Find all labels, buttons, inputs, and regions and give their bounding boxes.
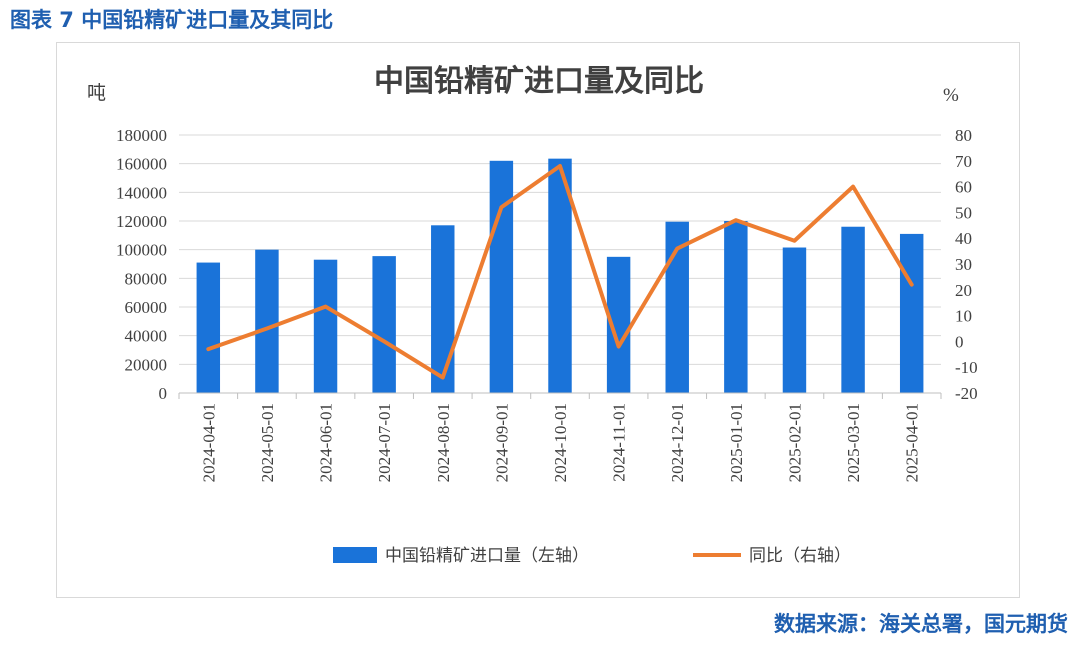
y-tick-label-right: 30 bbox=[955, 255, 972, 274]
y-tick-label-right: 50 bbox=[955, 203, 972, 222]
bar bbox=[724, 221, 748, 393]
bar bbox=[841, 226, 865, 393]
figure-caption: 图表 7 中国铅精矿进口量及其同比 bbox=[10, 8, 334, 32]
y-tick-label-left: 0 bbox=[159, 384, 168, 403]
legend: 中国铅精矿进口量（左轴） 同比（右轴） bbox=[333, 546, 851, 565]
y-tick-label-right: -20 bbox=[955, 384, 978, 403]
x-tick-label: 2024-10-01 bbox=[551, 403, 570, 482]
bar bbox=[606, 256, 631, 393]
x-tick-label: 2024-04-01 bbox=[199, 403, 218, 482]
bar-series bbox=[196, 158, 924, 393]
x-tick-label: 2025-03-01 bbox=[844, 403, 863, 482]
source-note: 数据来源：海关总署，国元期货 bbox=[774, 612, 1068, 636]
y-tick-label-left: 120000 bbox=[116, 212, 167, 231]
y-tick-label-right: 60 bbox=[955, 178, 972, 197]
axes: 0 20000 40000 60000 80000 100000 120000 140000 1… bbox=[116, 126, 978, 482]
y-tick-label-left: 160000 bbox=[116, 155, 167, 174]
y-tick-label-left: 40000 bbox=[125, 327, 168, 346]
legend-bar-swatch bbox=[333, 547, 377, 563]
x-tick-label: 2025-01-01 bbox=[727, 403, 746, 482]
x-tick-label: 2024-07-01 bbox=[375, 403, 394, 482]
y-tick-label-right: 0 bbox=[955, 332, 964, 351]
x-tick-label: 2025-04-01 bbox=[903, 403, 922, 482]
bar bbox=[782, 247, 807, 393]
y-tick-label-left: 60000 bbox=[125, 298, 168, 317]
line-series bbox=[206, 163, 914, 380]
x-tick-label: 2024-11-01 bbox=[610, 403, 629, 482]
y-tick-label-right: 20 bbox=[955, 281, 972, 300]
x-tick-label: 2024-12-01 bbox=[668, 403, 687, 482]
x-tick-label: 2025-02-01 bbox=[785, 403, 804, 482]
y-tick-label-right: 40 bbox=[955, 229, 972, 248]
x-tick-label: 2024-05-01 bbox=[258, 403, 277, 482]
bar bbox=[899, 233, 924, 393]
bar bbox=[196, 262, 221, 393]
bar bbox=[489, 160, 514, 393]
legend-bar-label: 中国铅精矿进口量（左轴） bbox=[385, 546, 589, 565]
x-tick-label: 2024-08-01 bbox=[434, 403, 453, 482]
y-tick-label-right: 70 bbox=[955, 152, 972, 171]
y-tick-label-right: 80 bbox=[955, 126, 972, 145]
y-tick-label-right: 10 bbox=[955, 307, 972, 326]
bar bbox=[548, 158, 572, 393]
bar bbox=[313, 259, 338, 393]
y-axis-left-unit: 吨 bbox=[87, 82, 106, 104]
y-tick-label-right: -10 bbox=[955, 358, 978, 377]
chart-title: 中国铅精矿进口量及同比 bbox=[374, 64, 704, 98]
x-tick-label: 2024-06-01 bbox=[317, 403, 336, 482]
y-axis-right-unit: % bbox=[943, 85, 959, 106]
y-tick-label-left: 80000 bbox=[125, 269, 168, 288]
bar bbox=[372, 256, 396, 393]
bar bbox=[665, 221, 689, 393]
legend-line-label: 同比（右轴） bbox=[749, 546, 851, 565]
bar bbox=[431, 225, 455, 393]
y-tick-label-left: 140000 bbox=[116, 183, 167, 202]
y-tick-label-left: 180000 bbox=[116, 126, 167, 145]
import-volume-chart: 中国铅精矿进口量及同比 吨 % 020000400006000080000100… bbox=[87, 64, 978, 565]
y-tick-label-left: 20000 bbox=[125, 355, 168, 374]
x-tick-label: 2024-09-01 bbox=[492, 403, 511, 482]
bar bbox=[255, 249, 279, 393]
y-tick-label-left: 100000 bbox=[116, 241, 167, 260]
chart-frame: 中国铅精矿进口量及同比 吨 % 0 20000 40000 60000 80000 100… bbox=[56, 42, 1020, 598]
